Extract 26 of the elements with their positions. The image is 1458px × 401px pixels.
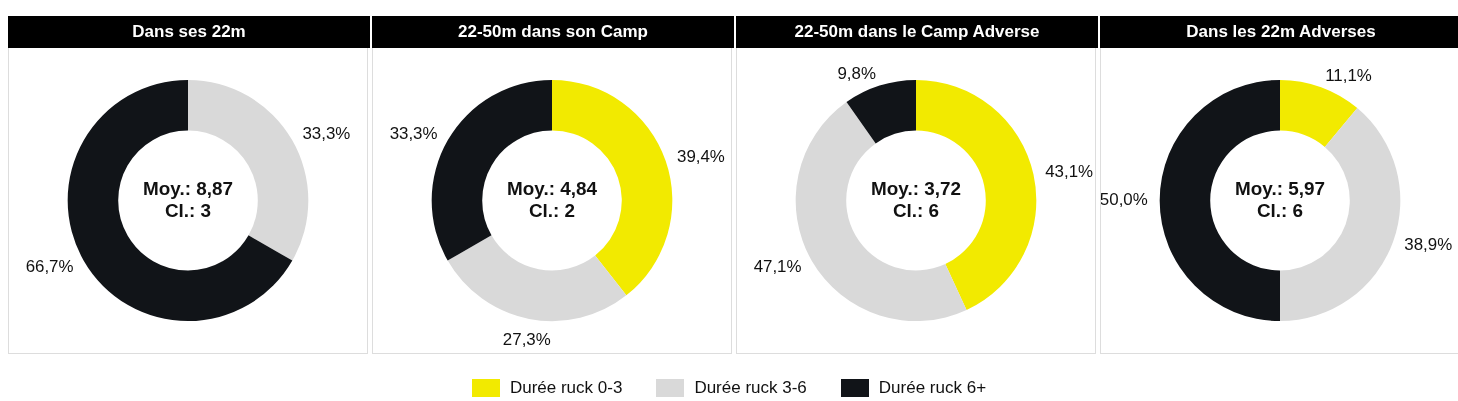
data-label: 9,8% xyxy=(837,63,876,83)
text: Cl.: 2 xyxy=(528,199,576,221)
data-label: 39,4% xyxy=(677,146,725,166)
text: Cl.: 6 xyxy=(1256,199,1304,221)
legend-label: Durée ruck 0-3 xyxy=(509,378,623,398)
data-label: 38,9% xyxy=(1404,235,1453,255)
text: Moy.: 5,97 xyxy=(1235,177,1325,199)
legend-label: Durée ruck 3-6 xyxy=(694,378,807,398)
chart-title: Dans les 22m Adverses xyxy=(1100,16,1458,48)
data-label: 33,3% xyxy=(389,123,438,143)
data-label: 11,1% xyxy=(1325,65,1372,85)
data-label: 27,3% xyxy=(502,330,551,350)
chart-title: 22-50m dans le Camp Adverse xyxy=(736,16,1098,48)
text: Cl.: 6 xyxy=(892,199,940,221)
text: Moy.: 8,87 xyxy=(143,177,233,199)
data-label: 66,7% xyxy=(25,256,74,276)
data-label: 50,0% xyxy=(1099,190,1148,210)
chart-title: Dans ses 22m xyxy=(8,16,370,48)
data-label: 33,3% xyxy=(302,123,351,143)
chart-title: 22-50m dans son Camp xyxy=(372,16,734,48)
data-label: 43,1% xyxy=(1045,161,1094,181)
text: Cl.: 3 xyxy=(164,199,212,221)
text: Moy.: 4,84 xyxy=(507,177,598,199)
text: Moy.: 3,72 xyxy=(871,177,961,199)
legend-label: Durée ruck 6+ xyxy=(878,378,987,398)
data-label: 47,1% xyxy=(753,256,802,276)
